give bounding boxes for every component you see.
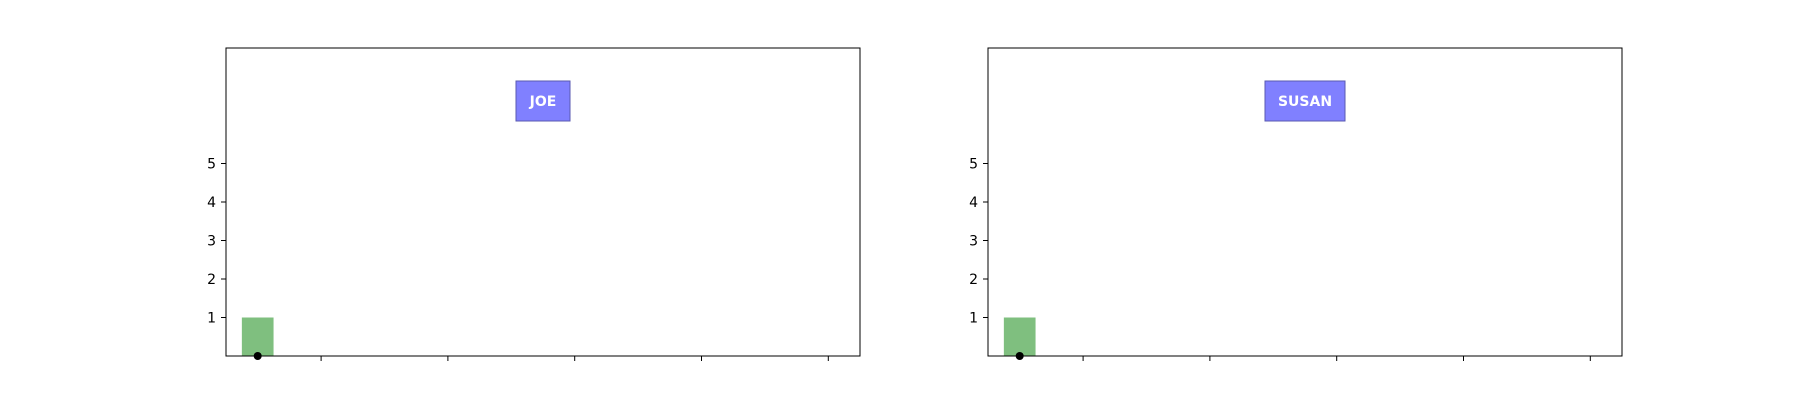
panel-label-box: [515, 80, 571, 122]
y-tick-label: 1: [969, 311, 978, 327]
y-tick-label: 5: [207, 157, 216, 173]
y-tick-label: 3: [969, 234, 978, 250]
chart-panel-2: 1 2 3 4 5 SUSAN: [969, 47, 1623, 361]
y-tick-label: 3: [207, 234, 216, 250]
y-tick-label: 2: [969, 272, 978, 288]
bar: [1003, 317, 1036, 356]
panel-label: SUSAN: [1278, 94, 1332, 110]
panel-label: JOE: [529, 94, 557, 110]
y-tick-label: 2: [207, 272, 216, 288]
y-tick-label: 1: [207, 311, 216, 327]
bar: [241, 317, 274, 356]
y-tick-label: 4: [207, 195, 216, 211]
y-tick-label: 4: [969, 195, 978, 211]
y-tick-label: 5: [969, 157, 978, 173]
chart-panel-1: 1 2 3 4 5 JOE: [207, 47, 861, 361]
panel-label-box: [1264, 80, 1346, 122]
